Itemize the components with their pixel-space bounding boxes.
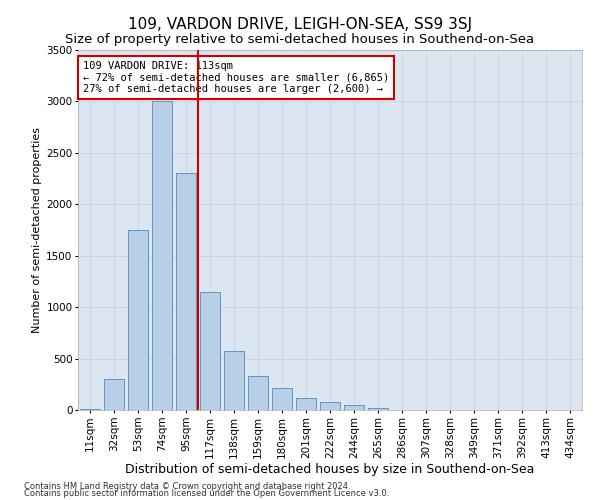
Y-axis label: Number of semi-detached properties: Number of semi-detached properties	[32, 127, 42, 333]
Text: Size of property relative to semi-detached houses in Southend-on-Sea: Size of property relative to semi-detach…	[65, 32, 535, 46]
Bar	[200, 292, 220, 410]
Bar	[272, 388, 292, 410]
X-axis label: Distribution of semi-detached houses by size in Southend-on-Sea: Distribution of semi-detached houses by …	[125, 463, 535, 476]
Bar	[128, 230, 148, 410]
Bar	[176, 174, 196, 410]
Bar	[248, 376, 268, 410]
Bar	[368, 408, 388, 410]
Bar	[320, 402, 340, 410]
Text: 109, VARDON DRIVE, LEIGH-ON-SEA, SS9 3SJ: 109, VARDON DRIVE, LEIGH-ON-SEA, SS9 3SJ	[128, 18, 472, 32]
Bar	[104, 378, 124, 410]
Bar	[296, 398, 316, 410]
Bar	[344, 405, 364, 410]
Bar	[224, 351, 244, 410]
Text: Contains HM Land Registry data © Crown copyright and database right 2024.: Contains HM Land Registry data © Crown c…	[24, 482, 350, 491]
Bar	[152, 102, 172, 410]
Text: Contains public sector information licensed under the Open Government Licence v3: Contains public sector information licen…	[24, 489, 389, 498]
Text: 109 VARDON DRIVE: 113sqm
← 72% of semi-detached houses are smaller (6,865)
27% o: 109 VARDON DRIVE: 113sqm ← 72% of semi-d…	[83, 61, 389, 94]
